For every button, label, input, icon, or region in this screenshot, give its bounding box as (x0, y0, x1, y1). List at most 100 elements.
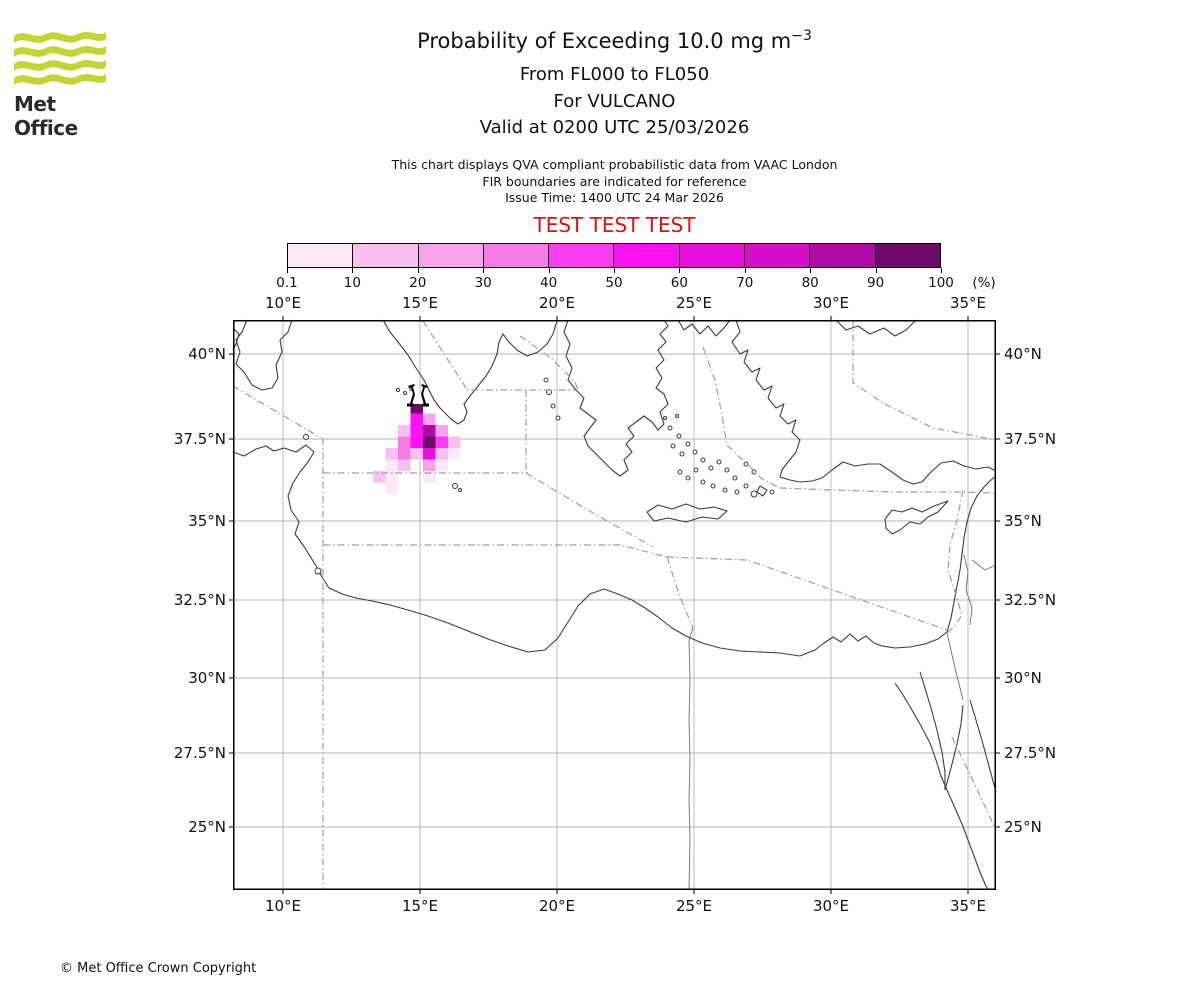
note-qva: This chart displays QVA compliant probab… (391, 157, 838, 172)
chart-notes: This chart displays QVA compliant probab… (233, 157, 996, 207)
logo-wave (14, 60, 106, 71)
island (667, 425, 673, 431)
colorbar-tick (875, 268, 877, 273)
island (675, 414, 679, 418)
colorbar-segment (288, 244, 354, 267)
map-area (229, 316, 1000, 894)
country-border (946, 632, 964, 701)
island (693, 467, 699, 473)
fir-boundary (779, 487, 997, 494)
longitude-label: 30°E (812, 294, 850, 312)
latitude-label: 27.5°N (173, 744, 226, 762)
island (303, 434, 309, 440)
coastline (382, 319, 559, 425)
island (550, 403, 556, 409)
colorbar-tick (417, 268, 419, 273)
island (700, 479, 706, 485)
ash-probability-cell (423, 459, 436, 471)
fir-boundary (232, 385, 322, 439)
latitude-label: 27.5°N (1004, 744, 1057, 762)
ash-probability-cell (385, 459, 398, 471)
island (722, 487, 728, 493)
island (732, 475, 738, 481)
island (676, 433, 682, 439)
island (663, 416, 667, 420)
coastline (731, 319, 997, 485)
colorbar-segment (353, 244, 419, 267)
island (543, 377, 549, 383)
island (734, 489, 740, 495)
colorbar-segment (614, 244, 680, 267)
coastline (235, 319, 293, 391)
fir-boundary (852, 320, 997, 441)
coastline (835, 319, 917, 337)
longitude-label: 25°E (675, 294, 713, 312)
longitude-label: 25°E (675, 897, 713, 915)
colorbar-tick-label: 10 (343, 275, 361, 291)
island (555, 415, 561, 421)
fir-boundary (422, 320, 575, 391)
met-office-logo: Met Office (14, 26, 124, 140)
ash-probability-cell (410, 425, 423, 437)
ash-probability-cell (410, 448, 423, 460)
island (403, 391, 407, 395)
ash-probability-cell (423, 425, 436, 437)
ash-probability-cell (435, 425, 448, 437)
ash-probability-cell (423, 436, 436, 448)
ash-probability-cell (398, 425, 411, 437)
chart-title: Probability of Exceeding 10.0 mg m−3 (417, 28, 812, 53)
colorbar-tick-label: 40 (540, 275, 558, 291)
colorbar-tick (287, 268, 288, 273)
coastline (919, 671, 946, 790)
latitude-label: 40°N (1004, 345, 1042, 363)
ash-probability-cell (448, 448, 461, 460)
ash-probability-cell (410, 413, 423, 425)
colorbar-tick-label: 80 (801, 275, 819, 291)
longitude-label: 15°E (401, 294, 439, 312)
note-issue-time: Issue Time: 1400 UTC 24 Mar 2026 (505, 190, 724, 205)
fir-boundary (666, 556, 694, 629)
island (685, 441, 691, 447)
longitude-label: 10°E (264, 294, 302, 312)
latitude-label: 32.5°N (1004, 591, 1057, 609)
colorbar-segment (418, 244, 484, 267)
longitude-label: 20°E (538, 294, 576, 312)
map-frame (233, 320, 996, 890)
colorbar-segment (549, 244, 615, 267)
coastline (563, 319, 669, 477)
longitude-label: 10°E (264, 897, 302, 915)
colorbar-tick (810, 268, 812, 273)
copyright-notice: © Met Office Crown Copyright (60, 961, 257, 976)
ash-probability-cell (410, 436, 423, 448)
coastline (884, 500, 949, 535)
longitude-label: 20°E (538, 897, 576, 915)
colorbar-tick (548, 268, 550, 273)
ash-probability-cell (448, 436, 461, 448)
coastline (677, 319, 731, 337)
colorbar-tick (352, 268, 354, 273)
colorbar-tick (483, 268, 485, 273)
island (685, 475, 691, 481)
fir-boundary (666, 556, 948, 631)
latitude-label: 37.5°N (1004, 430, 1057, 448)
island (458, 488, 462, 492)
subtitle-volcano: For VULCANO (553, 91, 676, 112)
ash-probability-cell (435, 436, 448, 448)
island (769, 489, 775, 495)
fir-boundary (946, 489, 964, 634)
fir-boundary (519, 335, 579, 391)
colorbar-unit-label: (%) (972, 275, 996, 291)
ash-probability-cell (398, 436, 411, 448)
ash-probability-cell (385, 482, 398, 494)
colorbar-segment (679, 244, 746, 267)
colorbar-tick (744, 268, 746, 273)
island (692, 449, 698, 455)
fir-boundary (525, 472, 654, 548)
colorbar-tick (941, 268, 942, 273)
ash-probability-cell (435, 459, 448, 471)
ash-probability-cell (410, 402, 423, 414)
logo-wave (14, 74, 106, 85)
colorbar-tick-label: 50 (605, 275, 623, 291)
longitude-label: 30°E (812, 897, 850, 915)
